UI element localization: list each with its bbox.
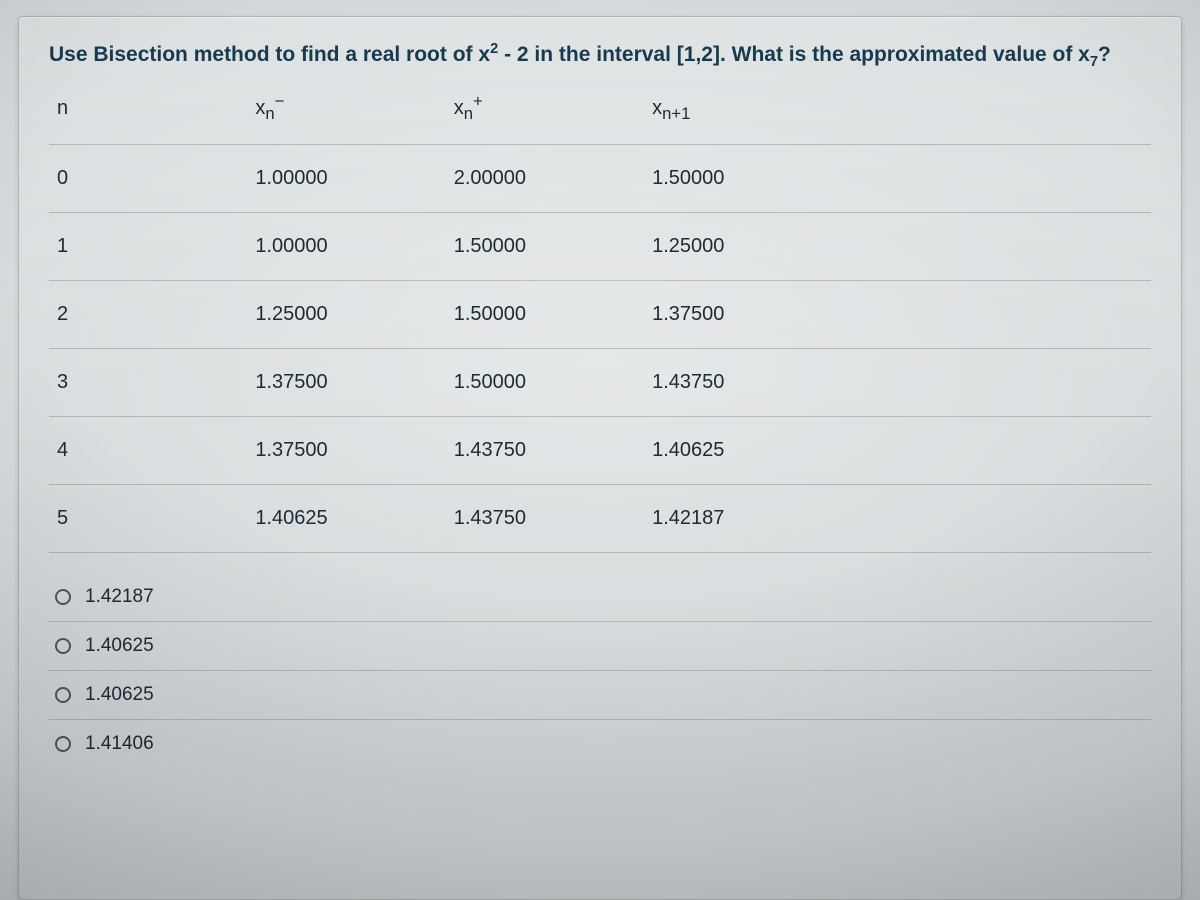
question-subscript: 7 bbox=[1090, 54, 1098, 70]
cell-xn1: 1.25000 bbox=[644, 213, 1151, 281]
col-header-x-minus: xn− bbox=[247, 87, 445, 145]
answer-option[interactable]: 1.40625 bbox=[49, 671, 1151, 720]
answer-option[interactable]: 1.41406 bbox=[49, 720, 1151, 768]
bisection-table: n xn− xn+ xn+1 bbox=[49, 87, 1151, 553]
cell-xp: 1.50000 bbox=[446, 281, 644, 349]
cell-xn1: 1.40625 bbox=[644, 417, 1151, 485]
cell-xm: 1.00000 bbox=[247, 213, 445, 281]
cell-xp: 1.43750 bbox=[446, 417, 644, 485]
cell-n: 1 bbox=[49, 213, 247, 281]
question-text: Use Bisection method to find a real root… bbox=[49, 41, 1151, 69]
cell-xn1: 1.43750 bbox=[644, 349, 1151, 417]
option-label: 1.42187 bbox=[85, 586, 154, 608]
table-row: 2 1.25000 1.50000 1.37500 bbox=[49, 281, 1151, 349]
cell-n: 5 bbox=[49, 485, 247, 553]
cell-xn1: 1.42187 bbox=[644, 485, 1151, 553]
cell-xp: 1.50000 bbox=[446, 213, 644, 281]
option-label: 1.40625 bbox=[85, 635, 154, 657]
option-label: 1.40625 bbox=[85, 684, 154, 706]
option-label: 1.41406 bbox=[85, 733, 154, 755]
cell-xp: 1.50000 bbox=[446, 349, 644, 417]
cell-n: 4 bbox=[49, 417, 247, 485]
radio-icon bbox=[55, 736, 71, 752]
table-row: 0 1.00000 2.00000 1.50000 bbox=[49, 145, 1151, 213]
table-row: 1 1.00000 1.50000 1.25000 bbox=[49, 213, 1151, 281]
col-header-x-plus: xn+ bbox=[446, 87, 644, 145]
cell-xm: 1.25000 bbox=[247, 281, 445, 349]
col-header-x-next: xn+1 bbox=[644, 87, 1151, 145]
question-suffix: ? bbox=[1098, 43, 1111, 66]
cell-xp: 1.43750 bbox=[446, 485, 644, 553]
cell-xn1: 1.37500 bbox=[644, 281, 1151, 349]
cell-n: 3 bbox=[49, 349, 247, 417]
radio-icon bbox=[55, 589, 71, 605]
cell-xm: 1.37500 bbox=[247, 349, 445, 417]
cell-n: 0 bbox=[49, 145, 247, 213]
answer-option[interactable]: 1.42187 bbox=[49, 573, 1151, 622]
question-prefix: Use Bisection method to find a real root… bbox=[49, 43, 490, 66]
question-card: Use Bisection method to find a real root… bbox=[18, 16, 1182, 900]
col-header-n: n bbox=[49, 87, 247, 145]
cell-xm: 1.40625 bbox=[247, 485, 445, 553]
answer-option[interactable]: 1.40625 bbox=[49, 622, 1151, 671]
table-header-row: n xn− xn+ xn+1 bbox=[49, 87, 1151, 145]
cell-n: 2 bbox=[49, 281, 247, 349]
table-row: 5 1.40625 1.43750 1.42187 bbox=[49, 485, 1151, 553]
cell-xm: 1.37500 bbox=[247, 417, 445, 485]
answer-options: 1.42187 1.40625 1.40625 1.41406 bbox=[49, 573, 1151, 768]
cell-xn1: 1.50000 bbox=[644, 145, 1151, 213]
radio-icon bbox=[55, 638, 71, 654]
radio-icon bbox=[55, 687, 71, 703]
table-row: 4 1.37500 1.43750 1.40625 bbox=[49, 417, 1151, 485]
question-mid: - 2 in the interval [1,2]. What is the a… bbox=[498, 43, 1090, 66]
table-row: 3 1.37500 1.50000 1.43750 bbox=[49, 349, 1151, 417]
question-exponent: 2 bbox=[490, 41, 498, 57]
cell-xm: 1.00000 bbox=[247, 145, 445, 213]
cell-xp: 2.00000 bbox=[446, 145, 644, 213]
